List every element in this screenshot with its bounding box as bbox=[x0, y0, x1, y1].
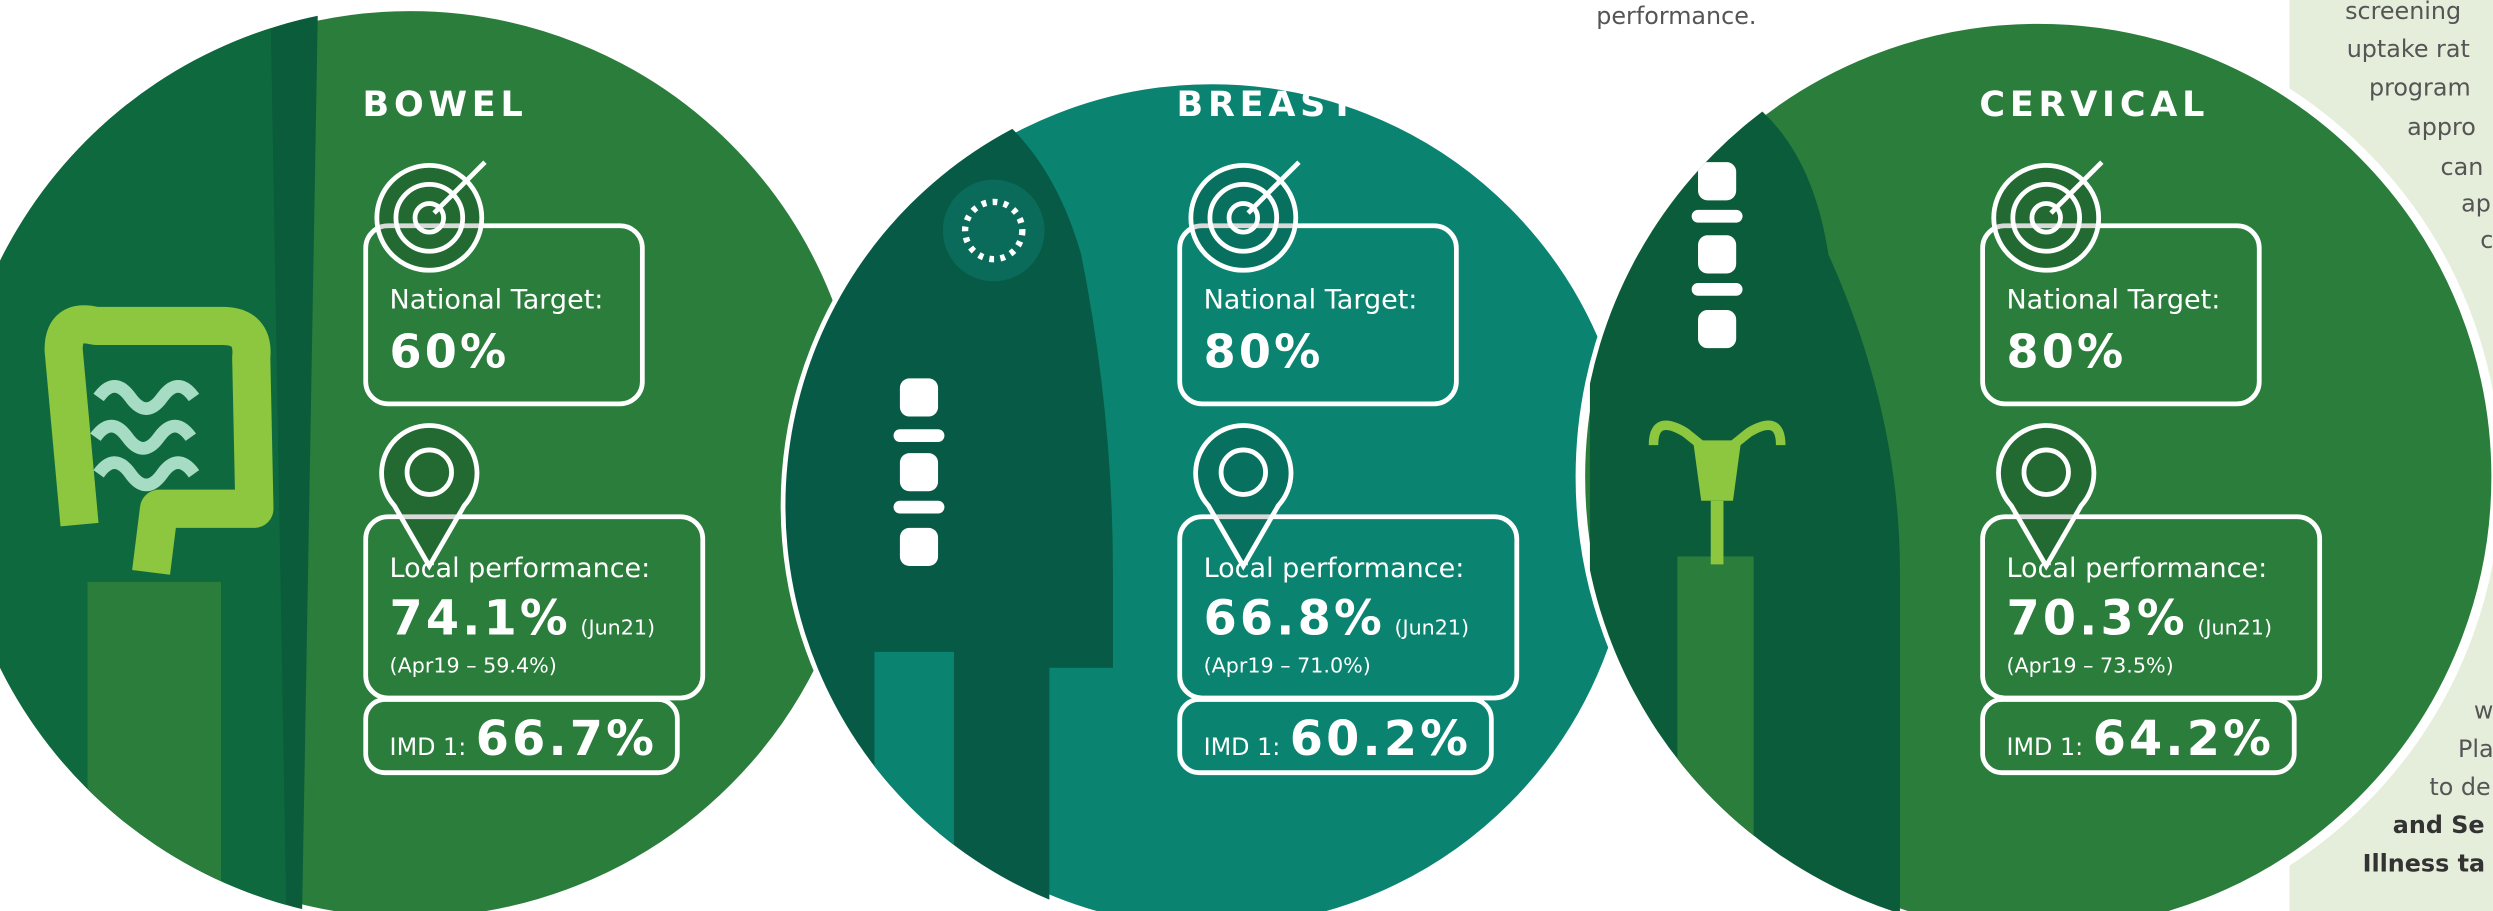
imd-value: 64.2% bbox=[2093, 712, 2274, 767]
previous-value: (Apr19 – 73.5%) bbox=[2006, 654, 2173, 678]
side-text-line: screening bbox=[2345, 0, 2461, 25]
local-label: Local performance: bbox=[1204, 553, 1465, 584]
card-title: BREAST bbox=[1177, 85, 1359, 125]
target-value: 80% bbox=[2006, 324, 2126, 378]
side-text-line: Illness ta bbox=[2363, 849, 2485, 877]
local-value: 74.1% bbox=[390, 591, 571, 646]
local-date: (Jun21) bbox=[580, 615, 655, 639]
imd-value: 66.7% bbox=[476, 712, 657, 767]
imd-label: IMD 1: bbox=[2006, 733, 2083, 761]
target-value: 80% bbox=[1204, 324, 1324, 378]
imd-label: IMD 1: bbox=[390, 733, 467, 761]
side-text-line: can bbox=[2440, 153, 2483, 181]
header-text: performance. bbox=[1596, 2, 1756, 30]
previous-value: (Apr19 – 59.4%) bbox=[390, 654, 557, 678]
target-label: National Target: bbox=[1204, 284, 1418, 315]
side-text-line: c bbox=[2480, 226, 2493, 254]
card-title: BOWEL bbox=[363, 85, 528, 125]
side-text-line: w bbox=[2474, 697, 2493, 725]
previous-value: (Apr19 – 71.0%) bbox=[1204, 654, 1371, 678]
local-value: 70.3% bbox=[2006, 591, 2187, 646]
local-label: Local performance: bbox=[390, 553, 651, 584]
target-label: National Target: bbox=[2006, 284, 2220, 315]
local-date: (Jun21) bbox=[2197, 615, 2272, 639]
local-value: 66.8% bbox=[1204, 591, 1385, 646]
page: performance. screening uptake rat program a… bbox=[0, 0, 2493, 911]
local-date: (Jun21) bbox=[1394, 615, 1469, 639]
side-text-line: to de bbox=[2429, 773, 2490, 801]
imd-value: 60.2% bbox=[1290, 712, 1471, 767]
side-text-line: Pla bbox=[2458, 735, 2493, 763]
infographic: performance. screening uptake rat program a… bbox=[0, 0, 2493, 911]
side-text-line: program bbox=[2369, 73, 2471, 101]
target-value: 60% bbox=[390, 324, 510, 378]
side-text-line: uptake rat bbox=[2347, 35, 2470, 63]
card-title: CERVICAL bbox=[1979, 85, 2209, 125]
side-text-line: appro bbox=[2407, 113, 2476, 141]
local-label: Local performance: bbox=[2006, 553, 2267, 584]
imd-label: IMD 1: bbox=[1204, 733, 1281, 761]
target-label: National Target: bbox=[390, 284, 604, 315]
side-text-line: and Se bbox=[2393, 811, 2485, 839]
side-text-line: ap bbox=[2461, 189, 2491, 217]
